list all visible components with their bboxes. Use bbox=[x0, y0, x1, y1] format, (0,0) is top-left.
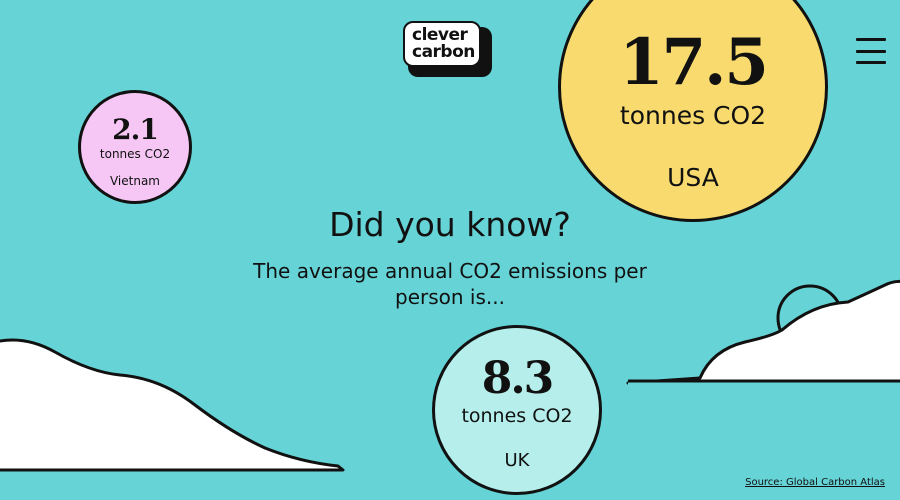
stat-value: 17.5 bbox=[619, 25, 769, 100]
stat-circle-usa: 17.5 tonnes CO2 USA bbox=[558, 0, 828, 222]
headline: Did you know? bbox=[329, 205, 571, 244]
stat-value: 8.3 bbox=[481, 353, 555, 404]
stat-unit: tonnes CO2 bbox=[99, 147, 171, 161]
stat-unit: tonnes CO2 bbox=[461, 405, 573, 427]
stat-value: 2.1 bbox=[112, 113, 159, 146]
logo-face: clever carbon bbox=[403, 21, 481, 67]
source-link[interactable]: Source: Global Carbon Atlas bbox=[745, 477, 885, 488]
stat-country: UK bbox=[504, 450, 530, 471]
left-cloud bbox=[0, 338, 345, 472]
logo-line-2: carbon bbox=[412, 42, 475, 62]
clever-carbon-logo[interactable]: clever carbon bbox=[403, 21, 492, 77]
subheadline: The average annual CO2 emissions per per… bbox=[253, 259, 647, 309]
stat-country: Vietnam bbox=[109, 174, 160, 188]
stat-unit: tonnes CO2 bbox=[619, 101, 767, 130]
hamburger-menu-icon[interactable] bbox=[856, 38, 886, 64]
stat-circle-vietnam: 2.1 tonnes CO2 Vietnam bbox=[78, 90, 192, 204]
stat-country: USA bbox=[667, 163, 719, 192]
stat-circle-uk: 8.3 tonnes CO2 UK bbox=[432, 325, 602, 495]
right-cloud bbox=[626, 279, 900, 385]
logo-line-1: clever bbox=[412, 25, 468, 45]
